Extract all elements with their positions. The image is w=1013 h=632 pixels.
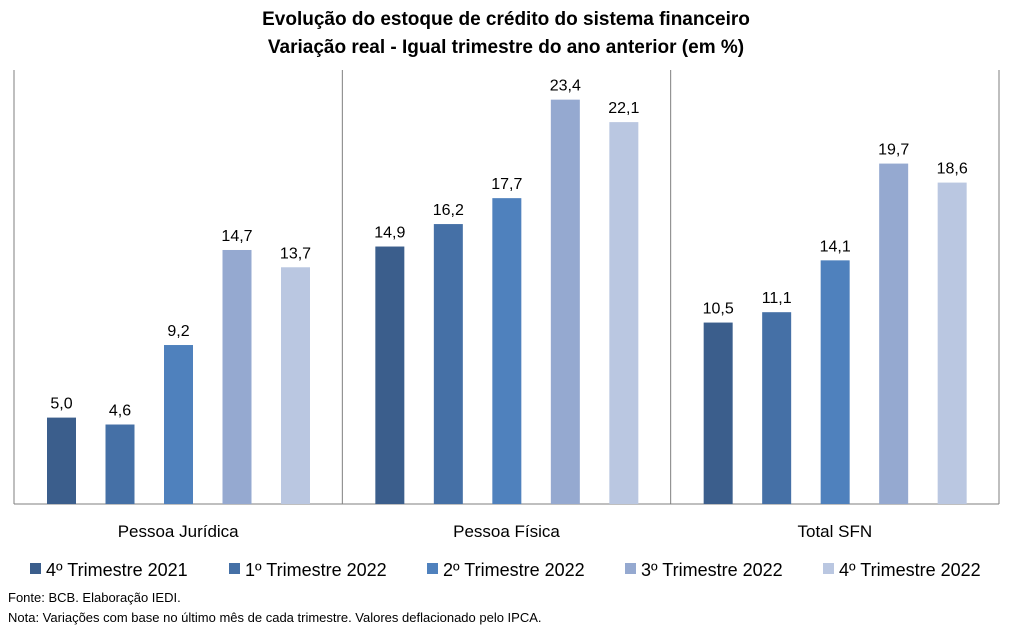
bar	[47, 417, 76, 504]
legend-label: 3º Trimestre 2022	[641, 560, 783, 580]
bar	[164, 345, 193, 504]
data-label: 17,7	[491, 176, 522, 193]
chart-subtitle: Variação real - Igual trimestre do ano a…	[268, 37, 744, 58]
data-label: 16,2	[433, 202, 464, 219]
legend-swatch	[30, 563, 41, 574]
data-label: 22,1	[608, 100, 639, 117]
category-tick-label: Pessoa Jurídica	[118, 522, 239, 541]
legend-label: 1º Trimestre 2022	[245, 560, 387, 580]
legend: 4º Trimestre 2021 1º Trimestre 2022 2º Tri…	[30, 560, 981, 580]
bar	[222, 249, 252, 504]
legend-label: 4º Trimestre 2021	[46, 560, 188, 580]
methodology-note: Nota: Variações com base no último mês d…	[8, 610, 542, 625]
data-label: 14,7	[221, 228, 252, 245]
legend-swatch	[427, 563, 438, 574]
legend-swatch	[229, 563, 240, 574]
data-label: 14,1	[820, 238, 851, 255]
data-label: 4,6	[109, 403, 131, 420]
data-label: 11,1	[762, 290, 792, 307]
bar	[550, 99, 580, 504]
category-tick-label: Pessoa Física	[453, 522, 560, 541]
value-labels-group: 5,0 4,6 9,2 14,7 13,7 14,9 16,2 17,7 23,4 22,1 10,…	[50, 78, 967, 420]
bar	[281, 267, 310, 504]
legend-swatch	[823, 563, 834, 574]
bar	[762, 312, 792, 504]
data-label: 5,0	[50, 396, 72, 413]
bar	[820, 260, 850, 504]
legend-item: 3º Trimestre 2022	[625, 560, 783, 580]
data-label: 18,6	[937, 161, 968, 178]
bar	[609, 122, 639, 504]
bar	[937, 182, 967, 505]
legend-label: 4º Trimestre 2022	[839, 560, 981, 580]
bar	[375, 246, 405, 504]
legend-item: 4º Trimestre 2022	[823, 560, 981, 580]
legend-label: 2º Trimestre 2022	[443, 560, 585, 580]
data-label: 19,7	[878, 142, 909, 159]
data-label: 23,4	[550, 78, 581, 95]
bar	[105, 424, 135, 504]
bar	[433, 224, 463, 504]
legend-item: 2º Trimestre 2022	[427, 560, 585, 580]
bar	[879, 163, 909, 505]
source-note: Fonte: BCB. Elaboração IEDI.	[8, 590, 181, 605]
data-label: 9,2	[167, 323, 189, 340]
data-label: 13,7	[280, 245, 311, 262]
data-label: 10,5	[703, 301, 734, 318]
bar	[703, 322, 733, 504]
legend-swatch	[625, 563, 636, 574]
category-labels-group: Pessoa Jurídica Pessoa Física Total SFN	[118, 522, 872, 541]
data-label: 14,9	[374, 225, 405, 242]
category-tick-label: Total SFN	[798, 522, 873, 541]
bars-group	[47, 99, 967, 505]
legend-item: 4º Trimestre 2021	[30, 560, 188, 580]
bar	[492, 198, 522, 505]
chart-title: Evolução do estoque de crédito do sistem…	[262, 9, 750, 30]
legend-item: 1º Trimestre 2022	[229, 560, 387, 580]
